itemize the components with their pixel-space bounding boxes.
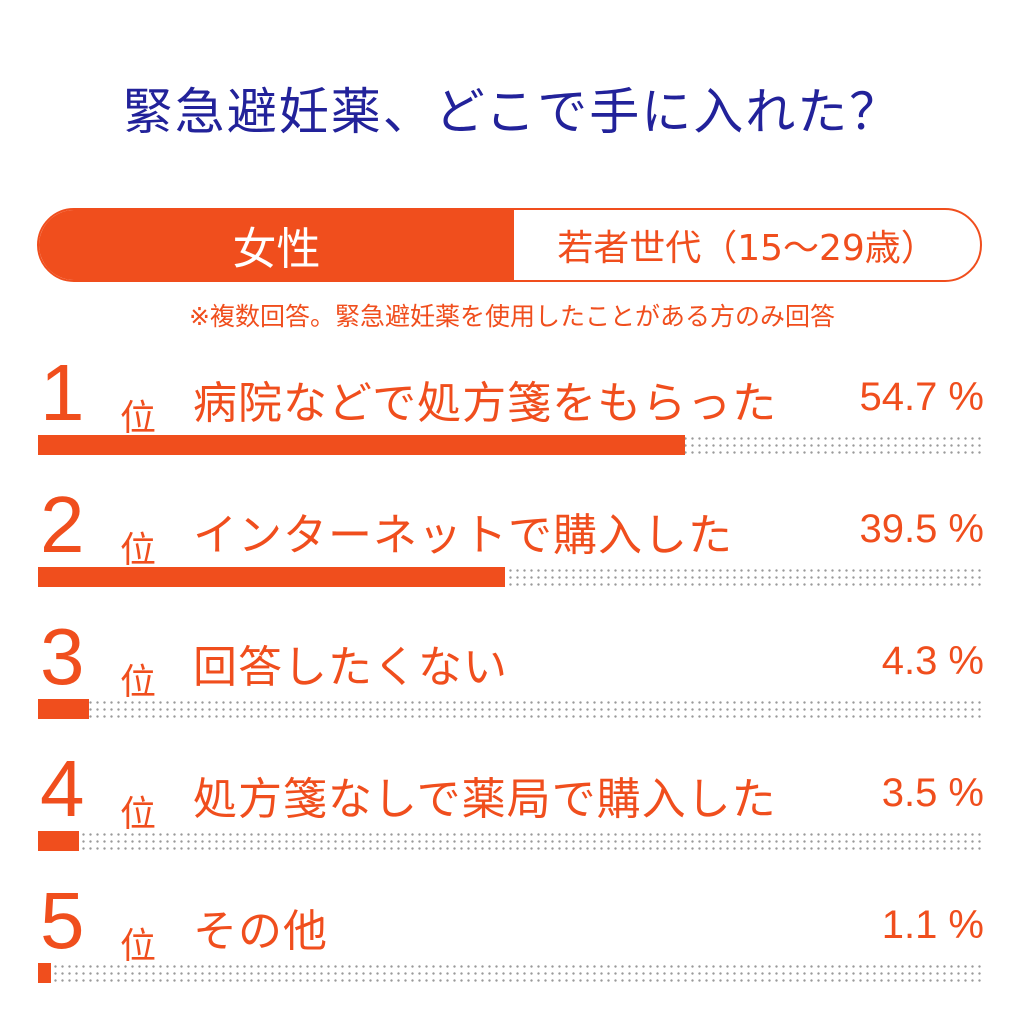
value-label: 3.5 % [881,771,984,815]
bar-track [38,831,984,851]
segment-gender: 女性 [39,210,514,280]
rank-suffix: 位 [120,530,157,571]
rank-number: 4 [40,744,85,833]
category-label: インターネットで購入した [193,510,733,561]
category-label: 回答したくない [193,642,508,693]
rank-suffix: 位 [120,794,157,835]
rank-suffix: 位 [120,398,157,439]
category-label: 病院などで処方箋をもらった [193,378,778,429]
segment-pill: 女性 若者世代（15～29歳） [37,208,982,282]
ranking-row: 3 位回答したくない 4.3 % [38,612,984,739]
ranking-row: 1 位病院などで処方箋をもらった 54.7 % [38,348,984,475]
bar [38,963,51,983]
bar [38,435,685,455]
rank-suffix: 位 [120,662,157,703]
rank-number: 3 [40,612,85,701]
bar-track [38,699,984,719]
rank-number: 2 [40,480,85,569]
ranking-row: 2 位インターネットで購入した 39.5 % [38,480,984,607]
category-label: 処方箋なしで薬局で購入した [193,774,777,825]
ranking-row: 4 位処方箋なしで薬局で購入した 3.5 % [38,744,984,871]
bar [38,567,506,587]
value-label: 39.5 % [859,507,984,551]
rank-suffix: 位 [120,926,157,967]
chart-title: 緊急避妊薬、どこで手に入れた？ [122,83,902,141]
value-label: 1.1 % [881,903,984,947]
bar [38,831,80,851]
segment-age: 若者世代（15～29歳） [557,228,937,269]
rank-number: 1 [40,348,85,437]
ranking-row: 5 位その他 1.1 % [38,876,984,1003]
category-label: その他 [193,906,328,957]
bar [38,699,89,719]
value-label: 54.7 % [859,375,984,419]
survey-note: ※複数回答。緊急避妊薬を使用したことがある方のみ回答 [189,302,835,331]
bar-track [38,963,984,983]
value-label: 4.3 % [881,639,984,683]
rank-number: 5 [40,876,85,965]
